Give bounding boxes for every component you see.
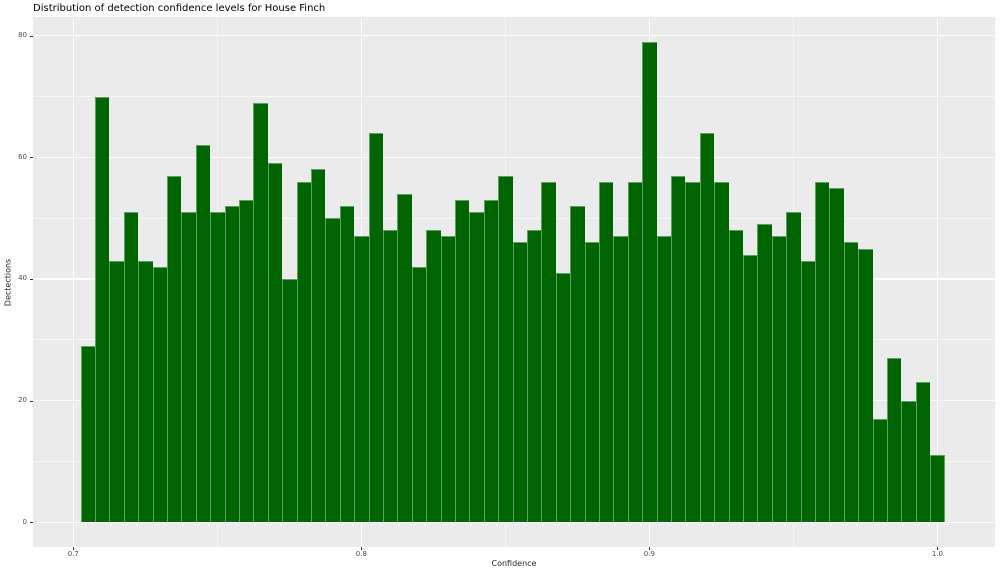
histogram-bar: [613, 236, 628, 523]
x-axis-title: Confidence: [491, 559, 537, 568]
histogram-bar: [440, 236, 455, 523]
x-tick-label: 0.9: [643, 550, 655, 558]
histogram-bar: [123, 212, 139, 523]
histogram-bar: [382, 230, 398, 523]
histogram-bar: [181, 212, 196, 523]
y-tick-label: 0: [22, 517, 27, 526]
gridline-major-y: [33, 34, 995, 37]
histogram-bar: [642, 41, 657, 523]
histogram-bar: [267, 163, 283, 523]
histogram-bar: [670, 175, 686, 523]
y-tick-label: 60: [18, 152, 27, 161]
histogram-bar: [339, 205, 355, 523]
histogram-bar: [584, 242, 599, 523]
gridline-major-x: [936, 17, 939, 547]
histogram-bar: [901, 400, 916, 523]
plot-panel: [33, 17, 995, 547]
histogram-bar: [786, 212, 801, 523]
histogram-bar: [224, 205, 239, 523]
histogram-bar: [454, 199, 470, 523]
histogram-bar: [310, 169, 326, 523]
histogram-bar: [915, 382, 931, 523]
x-tick-label: 0.8: [355, 550, 367, 558]
histogram-bar: [627, 181, 643, 523]
histogram-bar: [656, 236, 671, 523]
histogram-bar: [886, 358, 902, 523]
histogram-bar: [498, 175, 513, 523]
histogram-bar: [598, 181, 614, 523]
gridline-major-y: [33, 521, 995, 524]
histogram-bar: [94, 96, 110, 523]
histogram-bar: [469, 212, 484, 523]
histogram-bar: [397, 193, 412, 523]
histogram-bar: [152, 266, 167, 523]
histogram-bar: [714, 181, 729, 523]
histogram-bar: [282, 278, 297, 523]
histogram-bar: [296, 181, 311, 523]
histogram-bar: [210, 212, 225, 523]
gridline-major-y: [33, 156, 995, 159]
x-tick-mark: [73, 547, 75, 550]
histogram-bar: [325, 218, 340, 523]
y-tick-mark: [30, 35, 33, 37]
histogram-bar: [166, 175, 182, 523]
histogram-bar: [80, 345, 95, 523]
histogram-bar: [728, 230, 743, 523]
y-tick-label: 20: [18, 396, 27, 405]
histogram-bar: [771, 236, 787, 523]
histogram-bar: [426, 230, 441, 523]
gridline-minor-y: [33, 96, 995, 97]
x-tick-mark: [937, 547, 939, 550]
y-tick-mark: [30, 157, 33, 159]
histogram-bar: [800, 260, 815, 523]
histogram-bar: [195, 145, 211, 523]
histogram-bar: [699, 133, 715, 523]
histogram-bar: [757, 224, 772, 523]
histogram-bar: [829, 187, 844, 523]
histogram-bar: [930, 455, 945, 523]
histogram-bar: [872, 418, 887, 523]
histogram-bar: [354, 236, 369, 523]
histogram-bar: [570, 205, 585, 523]
histogram-bar: [483, 199, 499, 523]
histogram-bar: [814, 181, 830, 523]
histogram-bar: [685, 181, 700, 523]
histogram-bar: [555, 272, 571, 523]
chart-title: Distribution of detection confidence lev…: [33, 3, 326, 14]
x-tick-mark: [361, 547, 363, 550]
histogram-bar: [541, 181, 556, 523]
histogram-bar: [512, 242, 527, 523]
histogram-bar: [411, 266, 427, 523]
histogram-bar: [526, 230, 542, 523]
x-tick-label: 0.7: [67, 550, 79, 558]
histogram-bar: [843, 242, 859, 523]
histogram-bar: [253, 102, 268, 523]
histogram-bar: [368, 133, 383, 523]
y-tick-label: 80: [18, 31, 27, 40]
histogram-bar: [138, 260, 153, 523]
x-tick-mark: [649, 547, 651, 550]
histogram-bar: [742, 254, 758, 523]
histogram-bar: [109, 260, 124, 523]
gridline-major-x: [72, 17, 75, 547]
y-tick-mark: [30, 278, 33, 280]
histogram-bar: [238, 199, 254, 523]
y-tick-label: 40: [18, 274, 27, 283]
y-tick-mark: [30, 400, 33, 402]
x-tick-label: 1.0: [931, 550, 943, 558]
gridline-minor-y: [33, 217, 995, 219]
y-axis-title: Dectections: [3, 258, 13, 307]
y-tick-mark: [30, 522, 33, 524]
histogram-bar: [858, 248, 873, 523]
